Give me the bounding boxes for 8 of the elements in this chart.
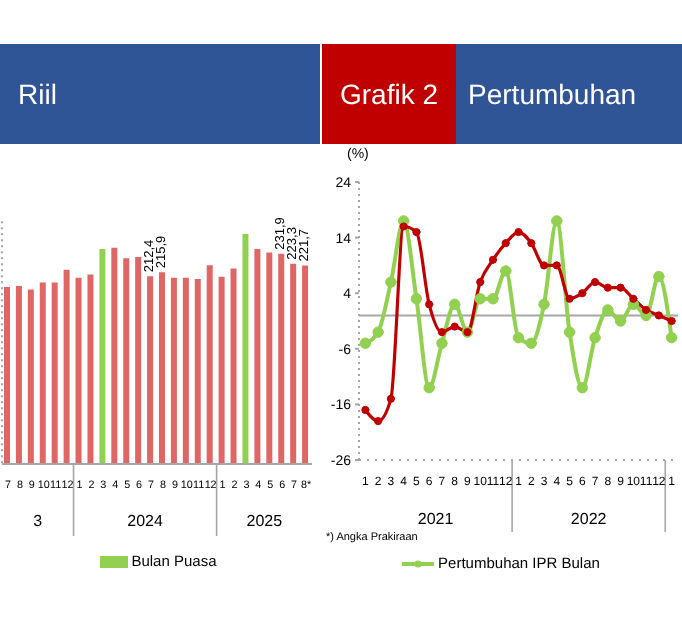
text: 2025	[246, 512, 283, 530]
text: 3	[33, 512, 43, 530]
text: 2024	[127, 512, 163, 530]
chart-title: Grafik 2	[322, 44, 457, 144]
chart-title: Riil	[0, 44, 75, 144]
text: 2022	[570, 510, 607, 528]
text: 2021	[417, 510, 454, 528]
chart-subtitle: Pertumbuhan	[466, 76, 639, 114]
